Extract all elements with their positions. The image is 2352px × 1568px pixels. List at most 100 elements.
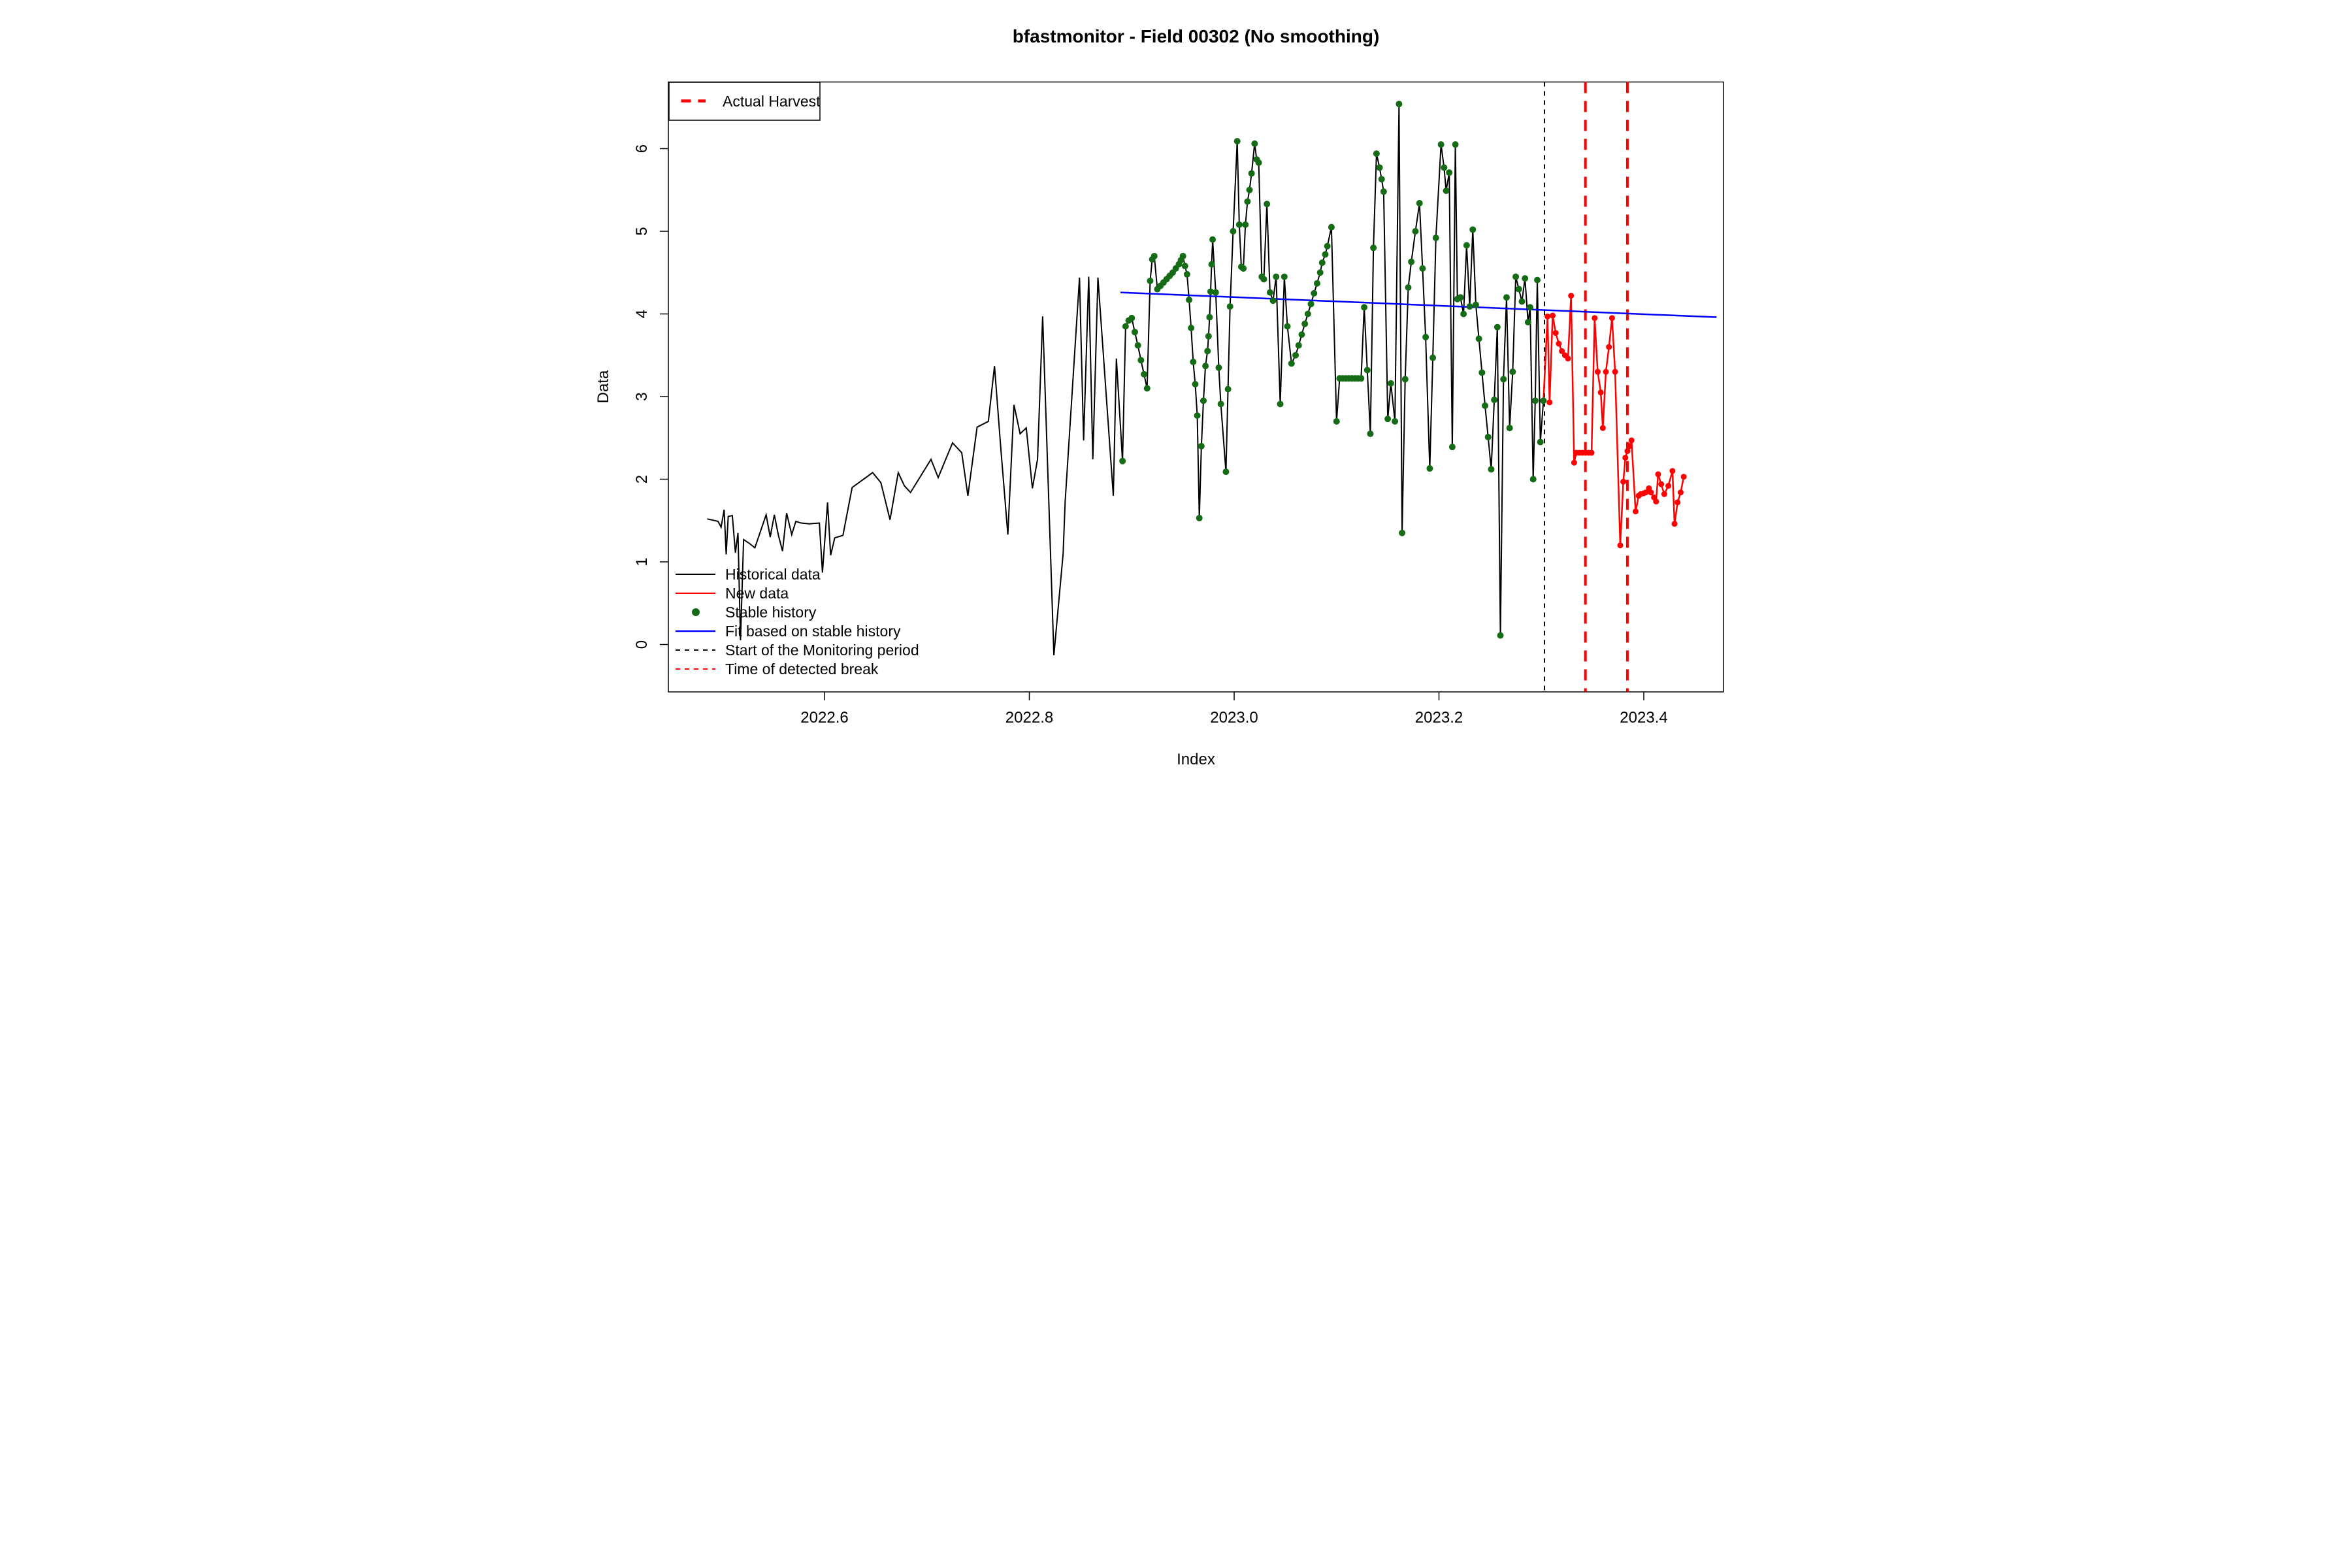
axis-ticks: 2022.6 2022.8 2023.0 2023.2 2023.4 0 1 2 3 4 5 6 bbox=[633, 144, 1668, 727]
stable-history-dot bbox=[1230, 228, 1237, 235]
x-tick-label: 2023.2 bbox=[1415, 709, 1463, 727]
stable-history-dot bbox=[1181, 263, 1188, 270]
stable-history-dot bbox=[1448, 444, 1456, 451]
stable-history-dot bbox=[1376, 164, 1383, 171]
stable-history-dot bbox=[1301, 320, 1309, 327]
y-tick-label: 0 bbox=[633, 640, 651, 649]
stable-history-dot bbox=[1367, 430, 1374, 437]
new-data-dot bbox=[1642, 489, 1649, 496]
harvest-legend-border bbox=[668, 82, 821, 121]
stable-history-dot bbox=[1226, 303, 1233, 310]
stable-history-dot bbox=[1198, 442, 1205, 449]
new-data-dot bbox=[1594, 368, 1601, 375]
stable-history-dot bbox=[1204, 348, 1211, 355]
stable-history-dot bbox=[1208, 261, 1215, 268]
historical-data-line bbox=[707, 104, 1544, 656]
stable-history-dot bbox=[1143, 385, 1151, 392]
stable-history-dot bbox=[1131, 329, 1138, 336]
stable-history-dot bbox=[1378, 176, 1385, 183]
data-series bbox=[707, 101, 1717, 656]
stable-history-dot bbox=[1484, 433, 1492, 440]
stable-history-dot bbox=[1399, 529, 1406, 536]
new-data-dot bbox=[1606, 344, 1612, 350]
stable-history-dot bbox=[1380, 188, 1387, 195]
stable-history-dot bbox=[1527, 304, 1534, 311]
stable-history-dot bbox=[1281, 273, 1288, 280]
new-data-dot bbox=[1546, 399, 1553, 406]
new-data-dot bbox=[1674, 499, 1681, 506]
stable-history-dot bbox=[1469, 226, 1477, 233]
stable-history-dot bbox=[1373, 150, 1380, 157]
new-data-line bbox=[1543, 295, 1685, 546]
x-tick-label: 2023.4 bbox=[1620, 709, 1667, 727]
stable-history-dot bbox=[1515, 286, 1522, 293]
stable-history-dot bbox=[1457, 294, 1464, 301]
stable-history-dot bbox=[1494, 323, 1501, 331]
stable-history-dot bbox=[1141, 370, 1148, 378]
stable-history-dot bbox=[1472, 301, 1479, 308]
x-axis-label: Index bbox=[1177, 751, 1215, 768]
stable-history-dot bbox=[1466, 303, 1473, 310]
stable-history-dot bbox=[1432, 235, 1439, 242]
stable-history-dot bbox=[1269, 297, 1277, 304]
stable-history-dot bbox=[1128, 314, 1135, 321]
stable-history-dot bbox=[1475, 335, 1482, 342]
new-data-dot bbox=[1552, 330, 1559, 336]
series-legend: Historical data New data Stable history … bbox=[676, 566, 919, 678]
stable-history-dot bbox=[1246, 186, 1253, 193]
stable-history-dot bbox=[1416, 199, 1423, 206]
stable-history-dot bbox=[1491, 397, 1498, 404]
legend-monitor-start-label: Start of the Monitoring period bbox=[725, 642, 919, 659]
new-data-dot bbox=[1661, 491, 1667, 497]
stable-history-dot bbox=[1316, 269, 1324, 276]
stable-history-dot bbox=[1273, 273, 1280, 280]
new-data-dot bbox=[1599, 425, 1606, 431]
stable-history-dot bbox=[1313, 280, 1320, 287]
new-data-dot bbox=[1671, 521, 1678, 527]
new-data-dot bbox=[1609, 315, 1615, 321]
legend-historical-label: Historical data bbox=[725, 566, 821, 583]
y-tick-label: 3 bbox=[633, 392, 651, 400]
stable-history-dot bbox=[1298, 331, 1305, 338]
stable-history-dot bbox=[1134, 342, 1141, 349]
stable-history-dot bbox=[1242, 221, 1249, 228]
y-tick-label: 4 bbox=[633, 310, 651, 318]
new-data-dot bbox=[1624, 448, 1631, 454]
stable-history-dot bbox=[1288, 360, 1295, 367]
stable-history-dot bbox=[1518, 298, 1526, 305]
stable-history-dot bbox=[1488, 466, 1495, 473]
stable-history-dot bbox=[1426, 465, 1433, 472]
stable-history-dot bbox=[1503, 294, 1510, 301]
legend-fit-label: Fit based on stable history bbox=[725, 623, 901, 640]
new-data-dot bbox=[1626, 443, 1633, 449]
stable-history-dot bbox=[1531, 397, 1539, 404]
new-data-dot bbox=[1632, 508, 1639, 515]
new-data-dot bbox=[1677, 489, 1684, 496]
stable-history-dot bbox=[1209, 236, 1217, 243]
stable-history-dot bbox=[1446, 169, 1453, 176]
stable-history-dot bbox=[1441, 164, 1448, 171]
stable-history-dot bbox=[1422, 333, 1429, 340]
new-data-dot bbox=[1680, 474, 1687, 480]
stable-history-dot bbox=[1408, 258, 1415, 265]
new-data-dot bbox=[1597, 389, 1604, 396]
new-data-dot bbox=[1559, 348, 1565, 354]
stable-history-dot bbox=[1202, 363, 1209, 370]
stable-history-dot bbox=[1119, 457, 1126, 465]
stable-history-dot bbox=[1497, 632, 1504, 639]
stable-history-dot bbox=[1307, 301, 1315, 308]
stable-history-dot bbox=[1251, 140, 1258, 147]
legend-new-data-label: New data bbox=[725, 585, 789, 602]
stable-history-dot bbox=[1396, 101, 1403, 108]
x-tick-label: 2022.8 bbox=[1005, 709, 1053, 727]
stable-history-dot bbox=[1328, 223, 1335, 231]
new-data-dot bbox=[1592, 315, 1598, 321]
harvest-legend-label: Actual Harvest bbox=[723, 93, 821, 110]
stable-history-dot bbox=[1233, 138, 1241, 145]
stable-history-dot bbox=[1384, 416, 1392, 423]
stable-history-dot bbox=[1235, 221, 1243, 228]
stable-history-dot bbox=[1224, 385, 1232, 393]
stable-history-dot bbox=[1151, 252, 1158, 259]
bfast-chart: 2022.6 2022.8 2023.0 2023.2 2023.4 0 1 2 3 4 5 6 bf… bbox=[588, 0, 1764, 784]
stable-history-dot bbox=[1419, 265, 1426, 272]
